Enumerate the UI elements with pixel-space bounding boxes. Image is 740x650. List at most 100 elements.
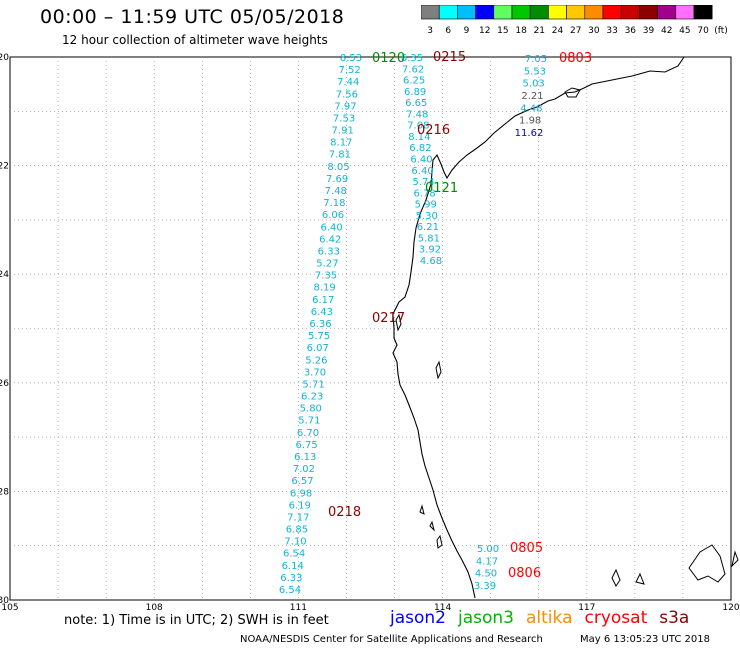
wave-height-label: 8.53: [340, 53, 362, 64]
map-subtitle: 12 hour collection of altimeter wave hei…: [62, 33, 328, 47]
wave-height-label: 7.18: [323, 198, 345, 209]
wave-height-label: 5.00: [477, 544, 499, 555]
wave-height-label: 7.17: [287, 512, 309, 523]
scale-tick-label: 36: [625, 26, 637, 36]
lon-tick-label: 114: [434, 603, 451, 610]
wave-height-label: 6.14: [282, 561, 304, 572]
lon-tick-label: 105: [1, 603, 18, 610]
wave-height-label: 5.26: [305, 355, 327, 366]
wave-height-label: 7.97: [334, 101, 356, 112]
satellite-legend-s3a: s3a: [659, 608, 690, 628]
wave-height-label: 5.99: [415, 200, 437, 211]
credit-line: NOAA/NESDIS Center for Satellite Applica…: [240, 634, 543, 645]
lon-tick-label: 117: [578, 603, 595, 610]
scale-tick-label: 42: [661, 26, 672, 36]
scale-tick-label: 6: [445, 26, 451, 36]
wave-height-label: 7.35: [315, 271, 337, 282]
wave-height-label: 4.68: [420, 256, 442, 267]
wave-height-label: 8.17: [330, 138, 352, 149]
scale-swatch: [693, 5, 713, 20]
island-outline: [435, 360, 442, 380]
wave-height-label: 8.05: [327, 162, 349, 173]
satellite-legend-jason3: jason3: [458, 608, 514, 628]
scale-tick-label: 18: [515, 26, 527, 36]
wave-height-label: 5.80: [300, 404, 322, 415]
wave-height-label: 3.39: [474, 581, 496, 592]
wave-height-label: 7.44: [337, 77, 359, 88]
scale-tick-label: 21: [534, 26, 545, 36]
island-outline: [436, 534, 443, 549]
island-outline: [395, 313, 402, 332]
wave-height-label: 7.48: [406, 109, 428, 120]
lon-tick-label: 120: [722, 603, 739, 610]
scale-tick-label: 39: [643, 26, 655, 36]
wave-height-label: 6.40: [410, 155, 432, 166]
wave-height-label: 6.19: [289, 500, 311, 511]
lat-tick-label: -26: [0, 379, 9, 389]
lat-tick-label: -20: [0, 53, 9, 63]
wave-height-label: 5.30: [416, 211, 438, 222]
wave-height-label: 6.85: [286, 525, 308, 536]
pass-time-label: 0121: [425, 181, 458, 196]
wave-height-label: 6.35: [401, 53, 423, 64]
island-outline: [419, 504, 425, 515]
island-outline: [688, 544, 726, 583]
lat-tick-label: -22: [0, 162, 9, 172]
island-outline: [635, 572, 645, 585]
wave-height-label: 7.10: [284, 537, 306, 548]
scale-tick-label: 12: [479, 26, 490, 36]
wave-height-label: 4.48: [520, 103, 542, 114]
wave-height-label: 7.48: [325, 186, 347, 197]
wave-height-label: 6.70: [297, 428, 319, 439]
wave-height-label: 7.69: [326, 174, 348, 185]
map-title: 00:00 – 11:59 UTC 05/05/2018: [40, 6, 345, 28]
wave-height-label: 6.54: [283, 549, 305, 560]
wave-height-label: 6.40: [411, 166, 433, 177]
scale-tick-label: 15: [497, 26, 508, 36]
lon-tick-label: 111: [290, 603, 307, 610]
island-outline: [731, 550, 739, 568]
coastline: [392, 56, 685, 599]
satellite-legend-cryosat: cryosat: [584, 608, 648, 628]
island-outline: [429, 520, 435, 532]
lon-tick-label: 108: [146, 603, 163, 610]
scale-tick-label: 30: [588, 26, 600, 36]
wave-height-label: 7.81: [329, 150, 351, 161]
wave-height-label: 6.82: [409, 143, 431, 154]
pass-time-label: 0806: [508, 566, 541, 581]
footer-note: note: 1) Time is in UTC; 2) SWH is in fe…: [64, 613, 329, 628]
wave-height-color-scale: 3 6 9 12 15 18 21 24 27 30 33 36 39 42 45 70 (ft): [421, 5, 728, 36]
wave-height-label: 7.08: [407, 121, 429, 132]
wave-height-label: 6.17: [312, 295, 334, 306]
pass-time-label: 0805: [510, 541, 543, 556]
wave-height-label: 6.43: [311, 307, 333, 318]
wave-height-label: 6.57: [291, 476, 313, 487]
wave-height-label: 6.33: [318, 246, 340, 257]
scale-tick-label: 70: [697, 26, 709, 36]
island-outline: [564, 87, 581, 98]
scale-tick-label: 24: [552, 26, 564, 36]
wave-height-label: 6.75: [296, 440, 318, 451]
wave-height-label: 4.17: [476, 556, 498, 567]
wave-height-label: 5.74: [412, 177, 434, 188]
wave-height-label: 6.89: [404, 87, 426, 98]
satellite-legend-altika: altika: [526, 608, 573, 628]
lat-tick-label: -30: [0, 596, 9, 606]
wave-height-label: 3.92: [419, 245, 441, 256]
scale-tick-label: 9: [464, 26, 470, 36]
wave-height-label: 8.19: [314, 283, 336, 294]
scale-tick-label: 27: [570, 26, 581, 36]
satellite-legend-jason2: jason2: [390, 608, 446, 628]
wave-height-label: 5.03: [523, 79, 545, 90]
wave-height-label: 7.05: [525, 54, 547, 65]
wave-height-label: 6.07: [307, 343, 329, 354]
pass-time-label: 0215: [433, 50, 466, 65]
wave-height-label: 6.21: [417, 222, 439, 233]
wave-height-label: 11.62: [515, 128, 544, 139]
wave-height-label: 6.98: [290, 488, 312, 499]
wave-height-label: 6.65: [405, 98, 427, 109]
wave-height-label: 7.52: [338, 65, 360, 76]
wave-height-label: 3.70: [304, 367, 326, 378]
pass-time-label: 0120: [372, 51, 405, 66]
